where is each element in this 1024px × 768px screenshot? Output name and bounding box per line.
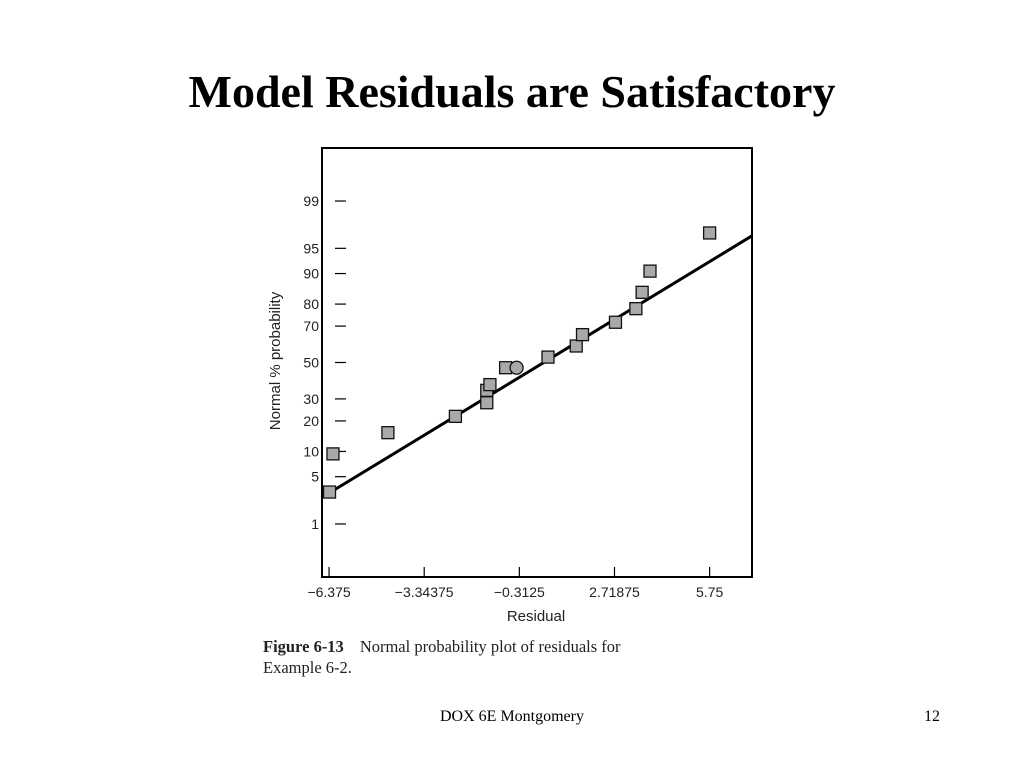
- data-point: [483, 377, 497, 392]
- x-tick-label: −3.34375: [395, 584, 454, 600]
- data-point: [322, 485, 337, 499]
- data-point: [480, 396, 494, 410]
- y-tick-label: 20: [303, 413, 319, 429]
- x-axis-label: Residual: [507, 608, 565, 625]
- y-tick-label: 10: [303, 443, 319, 459]
- y-tick-label: 95: [303, 240, 319, 256]
- figure-caption: Figure 6-13 Normal probability plot of re…: [263, 636, 621, 678]
- x-tick-label: 2.71875: [589, 584, 640, 600]
- x-axis-ticks: −6.375 −3.34375 −0.3125 2.71875 5.75: [307, 567, 723, 600]
- y-tick-label: 5: [311, 469, 319, 485]
- caption-line-1: Figure 6-13 Normal probability plot of re…: [263, 636, 621, 657]
- y-tick-label: 99: [303, 193, 319, 209]
- data-points: [322, 226, 717, 499]
- data-point: [629, 302, 643, 316]
- y-axis-ticks: 1 5 10 20 30 50 70 80 90 95 99: [303, 193, 346, 532]
- y-axis-label: Normal % probability: [267, 291, 284, 430]
- slide-title: Model Residuals are Satisfactory: [188, 66, 836, 117]
- data-point: [702, 226, 717, 240]
- data-point: [326, 447, 340, 461]
- x-tick-label: −6.375: [307, 584, 350, 600]
- x-tick-label: −0.3125: [494, 584, 545, 600]
- plot-frame: [321, 147, 753, 578]
- data-point: [569, 339, 583, 353]
- y-tick-label: 80: [303, 296, 319, 312]
- data-point: [575, 327, 590, 342]
- x-tick-label: 5.75: [696, 584, 723, 600]
- data-point: [448, 409, 463, 423]
- y-tick-label: 30: [303, 391, 319, 407]
- data-point: [643, 264, 657, 278]
- data-point: [381, 426, 395, 440]
- reference-line: [321, 234, 753, 499]
- y-tick-label: 90: [303, 266, 319, 282]
- data-point: [635, 285, 649, 299]
- y-tick-label: 70: [303, 318, 319, 334]
- y-tick-label: 50: [303, 355, 319, 371]
- data-point: [541, 350, 555, 364]
- data-point-circle: [509, 360, 524, 375]
- y-tick-label: 1: [311, 516, 319, 532]
- data-point: [608, 315, 623, 329]
- caption-text-2: Example 6-2.: [263, 658, 352, 677]
- page-number: 12: [924, 708, 940, 725]
- footer-text: DOX 6E Montgomery: [440, 708, 584, 725]
- caption-text-1: Normal probability plot of residuals for: [359, 637, 621, 656]
- figure-label: Figure 6-13: [263, 637, 344, 656]
